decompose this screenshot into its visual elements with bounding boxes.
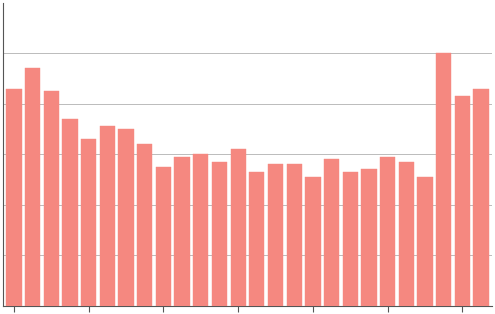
- Bar: [380, 157, 396, 306]
- Bar: [398, 162, 414, 306]
- Bar: [231, 149, 246, 306]
- Bar: [268, 164, 283, 306]
- Bar: [137, 144, 152, 306]
- Bar: [212, 162, 227, 306]
- Bar: [305, 177, 321, 306]
- Bar: [6, 89, 22, 306]
- Bar: [25, 68, 40, 306]
- Bar: [99, 127, 115, 306]
- Bar: [436, 53, 451, 306]
- Bar: [287, 164, 302, 306]
- Bar: [118, 129, 134, 306]
- Bar: [156, 167, 171, 306]
- Bar: [417, 177, 433, 306]
- Bar: [44, 91, 59, 306]
- Bar: [455, 96, 470, 306]
- Bar: [249, 172, 264, 306]
- Bar: [473, 89, 489, 306]
- Bar: [81, 139, 97, 306]
- Bar: [174, 157, 190, 306]
- Bar: [343, 172, 358, 306]
- Bar: [324, 159, 339, 306]
- Bar: [361, 169, 377, 306]
- Bar: [62, 119, 78, 306]
- Bar: [193, 154, 208, 306]
